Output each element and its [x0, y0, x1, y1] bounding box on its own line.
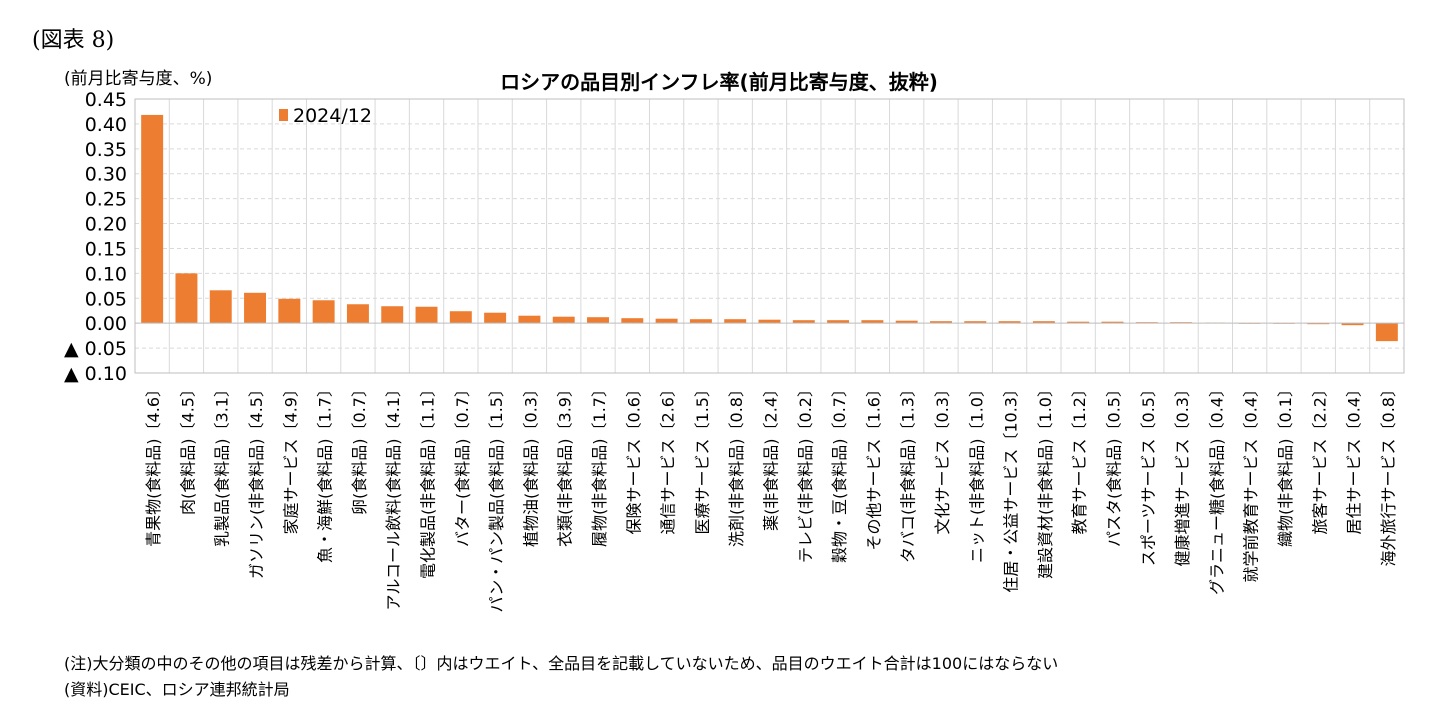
- source-note: (資料)CEIC、ロシア連邦統計局: [64, 680, 290, 699]
- chart-title: ロシアの品目別インフレ率(前月比寄与度、抜粋): [500, 70, 938, 94]
- x-tick-label: 通信サービス〔2.6〕: [659, 381, 678, 534]
- x-tick-label: 洗剤(非食料品)〔0.8〕: [727, 381, 746, 547]
- y-axis-unit-label: (前月比寄与度、%): [64, 69, 213, 89]
- x-tick-label: 文化サービス〔0.3〕: [933, 381, 952, 534]
- bar: [930, 321, 952, 324]
- plot-border: [134, 98, 1405, 374]
- figure-label: (図表 8): [32, 28, 115, 53]
- x-tick-label: 居住サービス〔0.4〕: [1345, 381, 1364, 534]
- x-tick-label: パン・パン製品(食料品)〔1.5〕: [487, 381, 506, 613]
- bar: [1032, 321, 1055, 324]
- x-tick-label: 植物油(食料品)〔0.3〕: [521, 381, 540, 547]
- y-tick-label: 0.35: [85, 139, 127, 161]
- x-tick-label: 住居・公益サービス〔10.3〕: [1002, 381, 1021, 593]
- bar: [724, 319, 747, 324]
- x-tick-label: 肉(食料品)〔4.5〕: [178, 381, 197, 515]
- y-tick-label: 0.40: [85, 114, 127, 136]
- x-tick-label: 青果物(食料品)〔4.6〕: [144, 381, 163, 547]
- y-tick-label: 0.15: [85, 238, 127, 260]
- y-tick-label: 0.30: [85, 164, 127, 186]
- bar: [312, 300, 335, 324]
- bar: [381, 306, 404, 324]
- x-tick-label: 履物(非食料品)〔1.7〕: [590, 381, 609, 547]
- bar: [346, 304, 369, 324]
- bar: [1101, 321, 1124, 324]
- x-tick-label: 電化製品(非食料品)〔1.1〕: [419, 381, 438, 579]
- x-tick-label: パスタ(食料品)〔0.5〕: [1104, 381, 1123, 547]
- bar: [964, 321, 987, 324]
- x-tick-label: 保険サービス〔0.6〕: [624, 381, 643, 534]
- bar: [998, 321, 1021, 324]
- bar: [655, 318, 678, 324]
- x-tick-label: ニット(非食料品)〔1.0〕: [967, 381, 986, 563]
- bar: [758, 319, 781, 324]
- bar: [415, 306, 438, 324]
- x-tick-label: スポーツサービス〔0.5〕: [1139, 381, 1158, 566]
- x-tick-label: 教育サービス〔1.2〕: [1070, 381, 1089, 534]
- x-tick-label: 衣類(非食料品)〔3.9〕: [556, 381, 575, 547]
- y-tick-label: ▲ 0.10: [64, 363, 127, 385]
- bar: [587, 317, 609, 324]
- x-tick-label: 家庭サービス〔4.9〕: [281, 381, 300, 534]
- bar: [689, 319, 712, 324]
- x-tick-label: アルコール飲料(食料品)〔4.1〕: [384, 381, 403, 610]
- x-tick-label: 卵(食料品)〔0.7〕: [350, 381, 369, 515]
- bar: [209, 290, 232, 324]
- bar: [175, 273, 198, 324]
- x-tick-label: グラニュー糖(食料品)〔0.4〕: [1207, 381, 1226, 595]
- x-tick-label: 医療サービス〔1.5〕: [693, 381, 712, 534]
- x-tick-label: 織物(非食料品)〔0.1〕: [1276, 381, 1295, 547]
- x-tick-label: 穀物・豆(食料品)〔0.7〕: [830, 381, 849, 563]
- bar: [621, 318, 644, 324]
- bar: [449, 311, 472, 324]
- bar: [827, 320, 850, 324]
- bar: [1375, 323, 1398, 342]
- x-tick-label: バター(食料品)〔0.7〕: [453, 381, 472, 547]
- bar: [484, 312, 507, 324]
- footnote: (注)大分類の中のその他の項目は残差から計算、〔〕内はウエイト、全品目を記載して…: [64, 654, 1059, 673]
- y-tick-label: 0.10: [85, 263, 127, 285]
- x-tick-label: 就学前教育サービス〔0.4〕: [1242, 381, 1261, 582]
- bar: [1067, 321, 1090, 324]
- y-tick-label: 0.05: [85, 288, 127, 310]
- legend-label: 2024/12: [293, 105, 372, 127]
- x-tick-label: ガソリン(非食料品)〔4.5〕: [247, 381, 266, 579]
- y-tick-label: 0.00: [85, 313, 127, 335]
- bar: [552, 316, 575, 324]
- y-tick-label: 0.25: [85, 189, 127, 211]
- y-tick-label: 0.20: [85, 214, 127, 236]
- x-tick-label: 薬(非食料品)〔2.4〕: [762, 381, 781, 531]
- x-tick-label: 乳製品(食料品)〔3.1〕: [213, 381, 232, 547]
- x-tick-label: 健康増進サービス〔0.3〕: [1173, 381, 1192, 566]
- legend-swatch: [279, 109, 288, 121]
- x-tick-label: その他サービス〔1.6〕: [864, 381, 883, 550]
- bar: [244, 292, 267, 324]
- x-tick-label: 海外旅行サービス〔0.8〕: [1379, 381, 1398, 566]
- x-tick-label: テレビ(非食料品)〔0.2〕: [796, 381, 815, 563]
- y-tick-label: 0.45: [85, 89, 127, 111]
- x-tick-label: 建設資材(非食料品)〔1.0〕: [1036, 381, 1055, 579]
- bar: [1341, 323, 1364, 326]
- bar: [141, 114, 164, 324]
- y-tick-label: ▲ 0.05: [64, 338, 127, 360]
- x-tick-label: 魚・海鮮(食料品)〔1.7〕: [316, 381, 335, 563]
- bar: [792, 320, 815, 324]
- x-tick-label: タバコ(非食料品)〔1.3〕: [899, 381, 918, 563]
- bar: [518, 315, 541, 324]
- bar: [861, 320, 884, 324]
- bar: [278, 298, 301, 324]
- bar: [895, 320, 918, 324]
- x-tick-label: 旅客サービス〔2.2〕: [1310, 381, 1329, 534]
